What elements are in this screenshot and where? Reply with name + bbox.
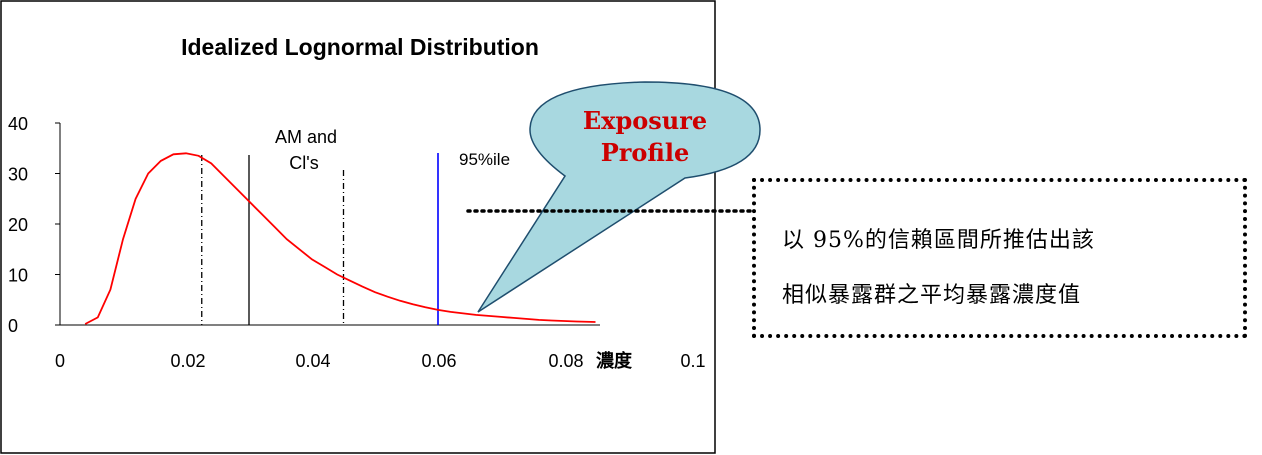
x-axis-label: 濃度 <box>596 350 633 372</box>
annotation-box: 以 95%的信賴區間所推估出該 相似暴露群之平均暴露濃度值 <box>752 178 1247 338</box>
reference-lines <box>201 153 439 325</box>
y-tick-label: 0 <box>8 316 18 336</box>
am-cis-annotation-line1: AM and <box>275 127 337 147</box>
x-ticks: 0 0.02 0.04 0.06 0.08 0.1 <box>55 351 706 371</box>
callout-line2: Profile <box>601 138 690 167</box>
exposure-profile-callout: Exposure Profile <box>477 81 761 313</box>
series-line <box>84 152 596 325</box>
x-tick-label: 0.04 <box>295 351 330 371</box>
x-tick-label: 0.02 <box>170 351 205 371</box>
y-tick-label: 30 <box>8 165 28 185</box>
y-tick-label: 40 <box>8 114 28 134</box>
am-cis-annotation-line2: Cl's <box>289 153 318 173</box>
callout-bubble <box>477 81 761 313</box>
callout-line1: Exposure <box>583 106 707 135</box>
percentile-95-annotation: 95%ile <box>459 150 510 169</box>
y-tick-label: 10 <box>8 266 28 286</box>
y-tick-label: 20 <box>8 215 28 235</box>
x-tick-label: 0.08 <box>548 351 583 371</box>
x-tick-label: 0.06 <box>421 351 456 371</box>
x-tick-label: 0.1 <box>680 351 705 371</box>
x-tick-label: 0 <box>55 351 65 371</box>
annotation-line2: 相似暴露群之平均暴露濃度值 <box>782 283 1082 308</box>
chart-title: Idealized Lognormal Distribution <box>181 34 539 60</box>
y-ticks: 0 10 20 30 40 <box>8 114 60 336</box>
annotation-line1: 以 95%的信賴區間所推估出該 <box>782 228 1095 253</box>
